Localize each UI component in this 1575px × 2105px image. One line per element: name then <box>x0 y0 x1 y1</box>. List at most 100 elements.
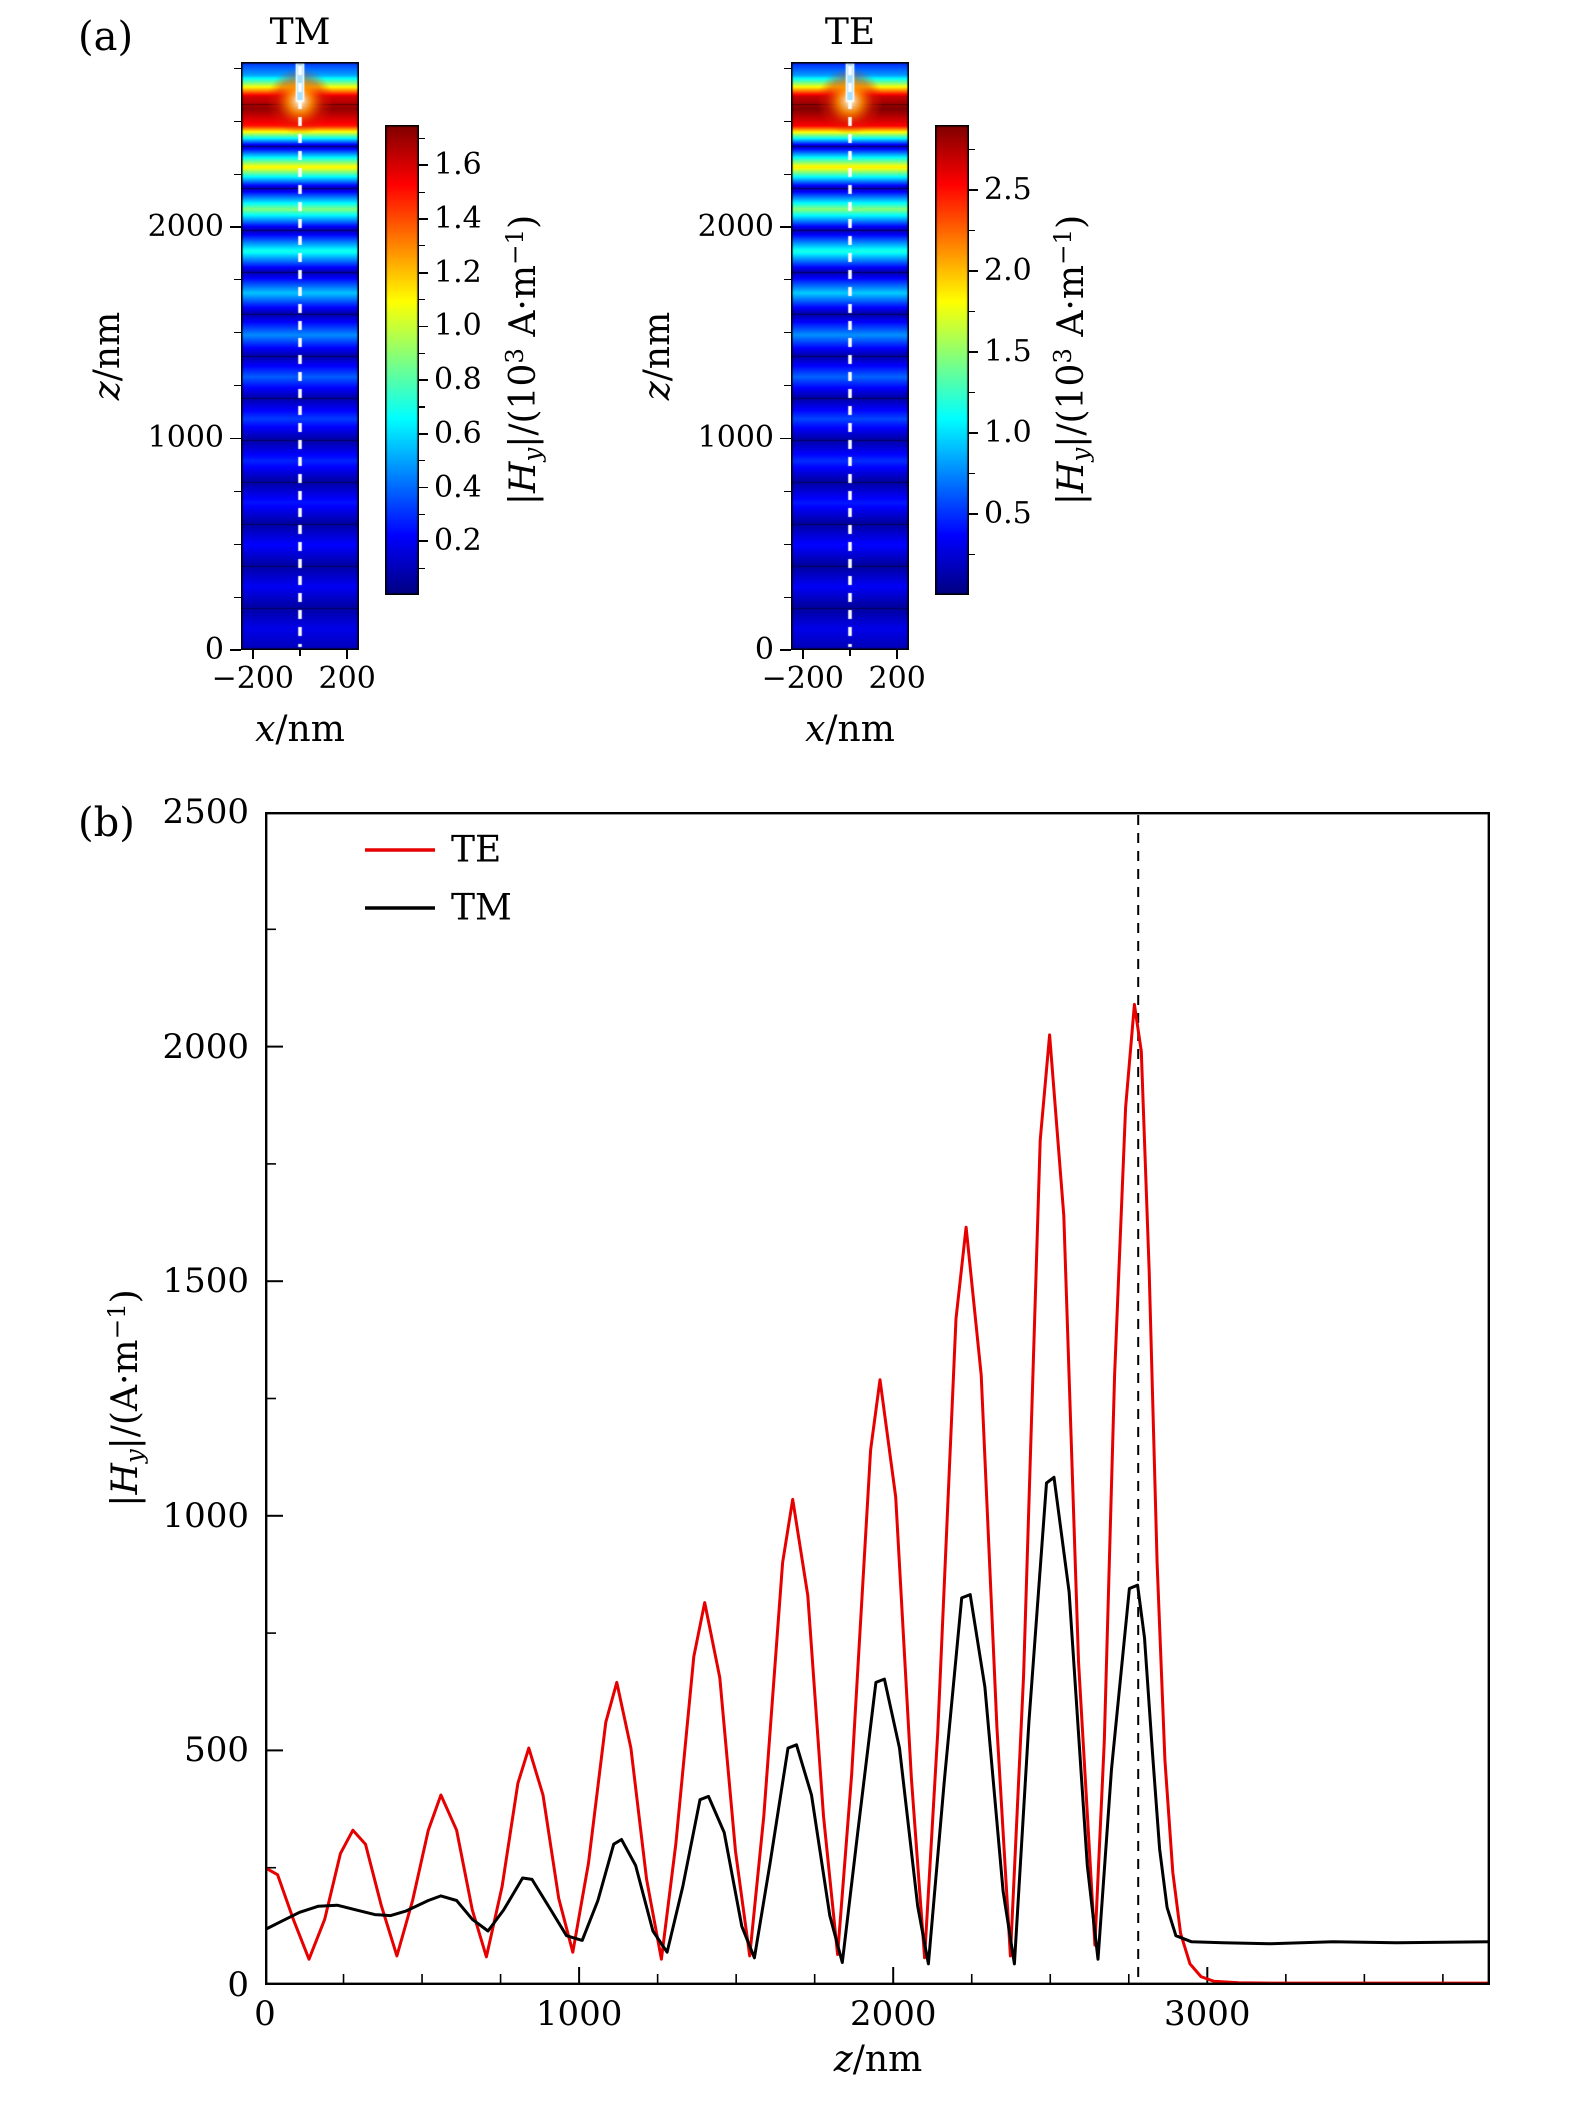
tm-heatmap <box>241 62 359 650</box>
y-tick-label: 0 <box>754 632 774 667</box>
series-tm-curve <box>265 1475 1490 1966</box>
x-tick <box>252 650 254 659</box>
y-tick-label: 500 <box>184 1730 249 1771</box>
label-segment: z <box>833 2039 853 2080</box>
x-tick-label: 200 <box>868 661 926 696</box>
y-minor-tick <box>784 173 791 175</box>
cbar-tick <box>969 432 978 434</box>
y-tick-label: 1500 <box>162 1261 249 1302</box>
cbar-tick-label: 1.4 <box>434 201 482 236</box>
tm-xaxis-label: x/nm <box>255 712 345 748</box>
cbar-minor-tick <box>419 137 425 140</box>
y-tick-label: 2000 <box>147 208 224 244</box>
label-segment: x <box>805 709 826 750</box>
y-minor-tick <box>234 490 241 492</box>
cbar-minor-tick <box>969 391 975 393</box>
cbar-tick-label: 1.2 <box>434 254 482 290</box>
legend-te-label: TE <box>451 830 501 871</box>
panel-a-label: (a) <box>78 14 134 60</box>
cbar-tick-label: 0.2 <box>434 523 482 559</box>
cbar-tick <box>419 486 428 489</box>
y-minor-tick <box>234 332 241 334</box>
te-heatmap <box>791 62 909 650</box>
y-minor-tick <box>234 279 241 281</box>
y-minor-tick <box>234 120 241 122</box>
label-segment: −1 <box>101 1303 131 1340</box>
cbar-tick-label: 2.5 <box>984 171 1032 207</box>
y-minor-tick <box>784 543 791 545</box>
y-minor-tick <box>784 120 791 122</box>
label-segment: y <box>119 1449 149 1464</box>
x-tick-label: 1000 <box>535 1994 623 2034</box>
y-tick <box>780 649 791 651</box>
y-tick <box>780 437 791 440</box>
cbar-minor-tick <box>419 460 425 462</box>
x-tick-label: −200 <box>211 661 294 696</box>
y-minor-tick <box>234 67 241 69</box>
tm-map-title: TM <box>269 12 331 53</box>
y-minor-tick <box>784 332 791 334</box>
legend-tm-label: TM <box>451 888 512 929</box>
label-segment: /nm <box>825 709 895 750</box>
cbar-minor-tick <box>419 352 425 354</box>
cbar-tick <box>969 189 978 191</box>
x-minor-tick <box>299 650 301 656</box>
x-tick-label: 200 <box>318 661 376 696</box>
y-tick <box>230 437 241 440</box>
x-tick-label: 2000 <box>849 1994 937 2034</box>
cbar-minor-tick <box>969 229 975 231</box>
x-tick-label: 3000 <box>1164 1994 1251 2034</box>
cbar-tick <box>419 218 428 220</box>
cbar-tick-label: 1.6 <box>434 147 482 183</box>
x-tick <box>802 650 804 659</box>
y-tick-label: 1000 <box>147 420 224 456</box>
y-minor-tick <box>784 279 791 281</box>
te-xaxis-label: x/nm <box>805 712 895 748</box>
cbar-tick <box>419 325 428 328</box>
cbar-tick <box>419 433 428 435</box>
cbar-tick-label: 1.5 <box>984 333 1032 369</box>
b-xaxis-label: z/nm <box>834 2042 922 2078</box>
x-tick <box>896 650 898 659</box>
label-segment: ) <box>105 1289 147 1304</box>
cbar-tick <box>969 513 978 515</box>
te-colorbar <box>935 125 969 595</box>
cbar-minor-tick <box>969 310 975 312</box>
cbar-tick <box>969 351 978 353</box>
b-yaxis-label: |Hy|/(A·m−1) <box>101 1289 149 1507</box>
y-tick <box>230 649 241 651</box>
x-tick-label: 0 <box>254 1994 276 2034</box>
label-segment: /nm <box>275 709 345 750</box>
cbar-minor-tick <box>419 191 425 193</box>
plot-frame <box>265 812 1490 1985</box>
label-segment: |/(A·m <box>105 1339 147 1450</box>
cbar-tick-label: 1.0 <box>434 308 482 344</box>
cbar-tick-label: 0.8 <box>434 362 482 398</box>
cbar-minor-tick <box>419 245 425 247</box>
y-tick-label: 1000 <box>162 1495 249 1536</box>
cbar-tick <box>419 379 428 381</box>
y-minor-tick <box>784 67 791 69</box>
series-te-curve <box>265 1002 1490 1985</box>
y-minor-tick <box>234 173 241 175</box>
x-tick <box>346 650 348 659</box>
cbar-minor-tick <box>419 513 425 516</box>
cbar-tick-label: 2.0 <box>984 252 1032 288</box>
label-segment: x <box>255 709 276 750</box>
cbar-tick-label: 0.5 <box>984 495 1032 531</box>
te-map-title: TE <box>824 12 876 53</box>
x-minor-tick <box>849 650 851 656</box>
y-tick-label: 0 <box>204 632 224 667</box>
cbar-minor-tick <box>969 553 975 556</box>
y-minor-tick <box>784 596 791 598</box>
label-segment: H <box>105 1463 147 1495</box>
y-minor-tick <box>234 385 241 387</box>
label-segment: /nm <box>852 2039 923 2080</box>
label-segment: | <box>105 1494 147 1507</box>
cbar-tick-label: 0.4 <box>434 469 482 505</box>
cbar-minor-tick <box>969 148 975 150</box>
x-tick-label: −200 <box>761 661 844 696</box>
cbar-minor-tick <box>969 472 975 475</box>
